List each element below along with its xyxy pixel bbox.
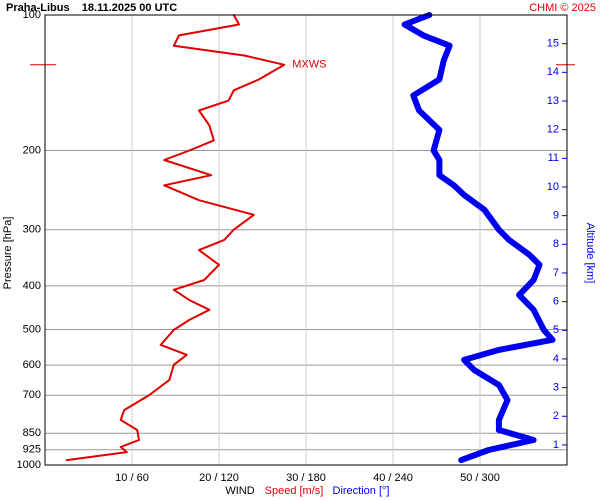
y-tick-label: 700 — [23, 389, 41, 401]
y-tick-label: 850 — [23, 427, 41, 439]
y-tick-label: 300 — [23, 224, 41, 236]
plot-frame — [44, 14, 568, 466]
x-tick-label: 10 / 60 — [115, 472, 149, 484]
mxws-label: MXWS — [292, 59, 326, 71]
y-tick-label: 925 — [23, 444, 41, 456]
y2-tick-label: 8 — [553, 238, 559, 250]
y-tick-label: 100 — [23, 9, 41, 21]
credit: CHMI © 2025 — [529, 2, 596, 14]
y-tick-label: 1000 — [17, 459, 41, 471]
x-tick-label: 20 / 120 — [199, 472, 239, 484]
y2-tick-label: 11 — [548, 152, 559, 164]
y2-tick-label: 7 — [553, 267, 559, 279]
x-tick-label: 50 / 300 — [460, 472, 500, 484]
y2-tick-label: 15 — [547, 38, 559, 50]
y-tick-label: 200 — [23, 144, 41, 156]
y2-tick-label: 12 — [547, 124, 559, 136]
direction-label: Direction [°] — [333, 485, 390, 497]
profile-line — [65, 14, 286, 462]
y2-tick-label: 5 — [553, 324, 559, 336]
y2-tick-label: 3 — [553, 382, 559, 394]
x-axis-label: WIND — [225, 485, 254, 497]
y2-tick-label: 4 — [553, 353, 559, 365]
profile-line — [401, 12, 556, 464]
y2-tick-label: 13 — [547, 95, 559, 107]
y-tick-label: 500 — [23, 323, 41, 335]
y2-tick-label: 9 — [553, 210, 559, 222]
chart-title: Praha-Libus 18.11.2025 00 UTC — [6, 2, 177, 14]
y2-tick-label: 6 — [553, 296, 559, 308]
x-tick-label: 30 / 180 — [286, 472, 326, 484]
y2-tick-label: 2 — [553, 410, 559, 422]
y2-tick-label: 14 — [547, 66, 559, 78]
y2-tick-label: 1 — [553, 439, 559, 451]
y-axis-label: Pressure [hPa] — [2, 217, 14, 290]
y-tick-label: 400 — [23, 280, 41, 292]
y2-axis-label: Altitude [km] — [584, 223, 596, 284]
y2-tick-label: 10 — [547, 181, 559, 193]
speed-label: Speed [m/s] — [265, 485, 324, 497]
x-tick-label: 40 / 240 — [373, 472, 413, 484]
y-tick-label: 600 — [23, 359, 41, 371]
